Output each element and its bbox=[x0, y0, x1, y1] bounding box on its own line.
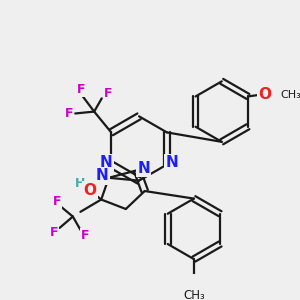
Text: F: F bbox=[50, 226, 58, 239]
Text: CH₃: CH₃ bbox=[280, 90, 300, 100]
Text: CH₃: CH₃ bbox=[183, 290, 205, 300]
Text: O: O bbox=[259, 87, 272, 102]
Text: F: F bbox=[52, 195, 61, 208]
Text: F: F bbox=[81, 229, 89, 242]
Text: O: O bbox=[83, 183, 96, 198]
Text: F: F bbox=[104, 87, 112, 100]
Text: F: F bbox=[77, 83, 85, 96]
Text: N: N bbox=[100, 155, 113, 170]
Text: F: F bbox=[64, 107, 73, 120]
Text: N: N bbox=[96, 168, 109, 183]
Text: N: N bbox=[165, 155, 178, 170]
Text: H: H bbox=[75, 177, 85, 190]
Text: N: N bbox=[137, 161, 150, 176]
